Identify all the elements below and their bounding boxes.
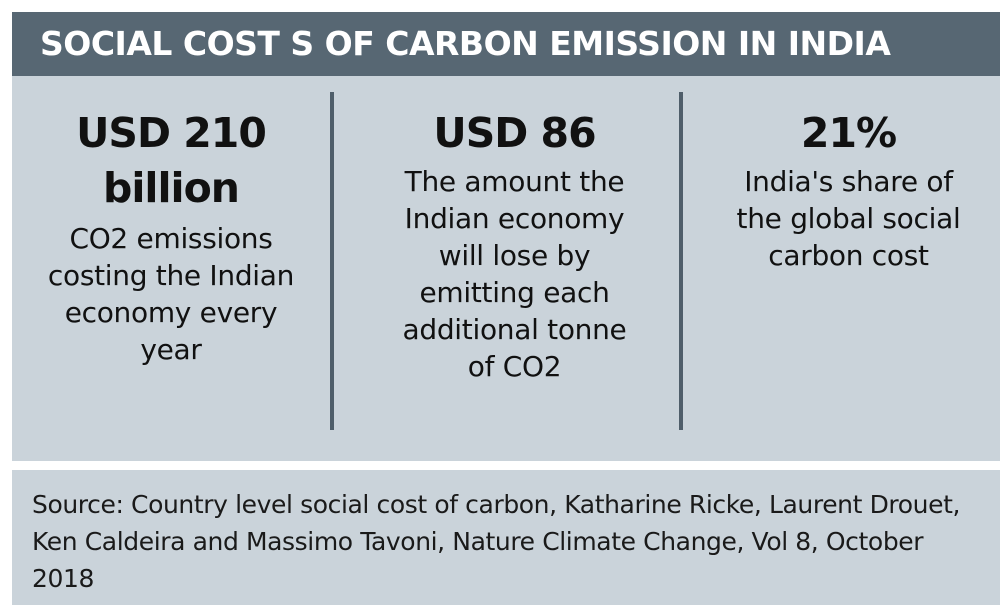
- stat-description: CO2 emissions costing the Indian economy…: [47, 222, 295, 366]
- stat-description: The amount the Indian economy will lose …: [402, 165, 627, 383]
- column-divider: [679, 92, 683, 430]
- stats-panel: USD 210 billion CO2 emissions costing th…: [12, 76, 1000, 461]
- source-citation: Source: Country level social cost of car…: [32, 490, 961, 593]
- stat-annual-cost: USD 210 billion CO2 emissions costing th…: [12, 106, 330, 368]
- stat-cost-per-tonne: USD 86 The amount the Indian economy wil…: [342, 106, 687, 385]
- stat-value: 21%: [800, 109, 897, 157]
- stat-value: USD 86: [433, 109, 596, 157]
- stat-value: USD 210 billion: [76, 109, 267, 212]
- stat-global-share: 21% India's share of the global social c…: [697, 106, 1000, 274]
- column-divider: [330, 92, 334, 430]
- infographic: SOCIAL COST S OF CARBON EMISSION IN INDI…: [12, 12, 1000, 605]
- infographic-title: SOCIAL COST S OF CARBON EMISSION IN INDI…: [12, 12, 1000, 76]
- stat-description: India's share of the global social carbo…: [736, 165, 961, 272]
- source-panel: Source: Country level social cost of car…: [12, 470, 1000, 605]
